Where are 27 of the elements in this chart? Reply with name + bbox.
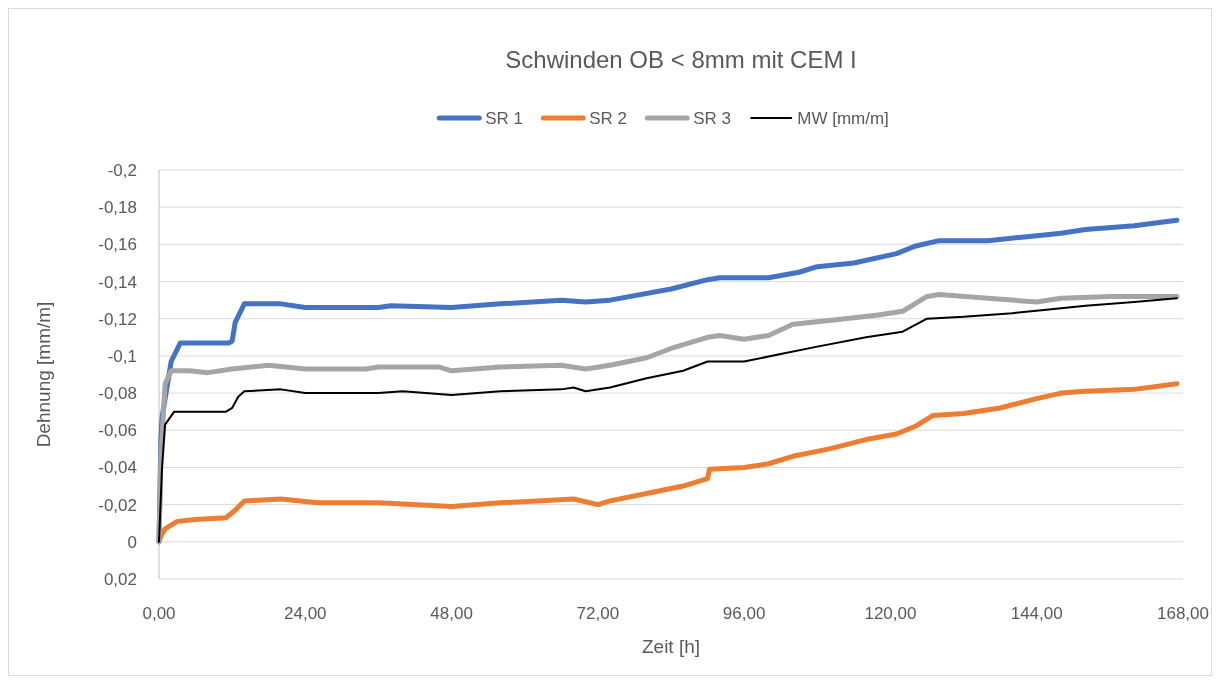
y-tick-label: -0,16 [98,235,137,255]
y-tick-label: -0,2 [107,161,137,180]
y-tick-label: -0,1 [107,346,137,366]
x-tick-label: 168,00 [1157,604,1209,623]
x-tick-label: 48,00 [430,604,473,623]
y-tick-label: -0,06 [98,421,137,441]
legend-label: SR 2 [589,109,628,128]
y-tick-label: -0,14 [98,272,137,292]
y-tick-label: -0,02 [98,495,137,515]
y-tick-label: -0,08 [98,384,137,404]
x-tick-label: 144,00 [1010,604,1063,623]
y-tick-label: 0,02 [103,570,137,589]
x-tick-label: 96,00 [722,604,766,623]
y-tick-label: -0,18 [98,198,137,218]
legend-label: MW [mm/m] [797,109,889,128]
legend-label: SR 3 [693,109,732,128]
chart-title: Schwinden OB < 8mm mit CEM I [505,46,857,73]
y-tick-label: -0,12 [98,309,137,329]
y-tick-label: -0,04 [98,458,137,478]
x-axis-title: Zeit [h] [641,636,701,657]
x-tick-label: 72,00 [576,604,620,623]
y-tick-label: 0 [127,532,137,552]
x-tick-label: 0,00 [142,604,176,623]
legend-label: SR 1 [485,109,524,128]
x-tick-label: 24,00 [284,604,327,623]
x-tick-label: 120,00 [864,604,917,623]
y-axis-title: Dehnung [mm/m] [33,301,54,448]
